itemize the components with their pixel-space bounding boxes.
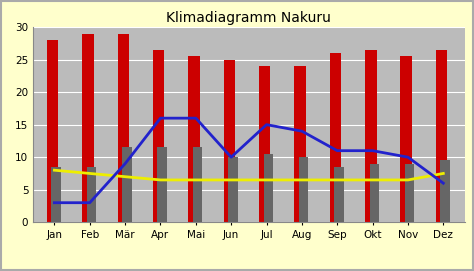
Title: Klimadiagramm Nakuru: Klimadiagramm Nakuru (166, 11, 331, 25)
Bar (330, 53, 341, 222)
Bar (153, 50, 164, 222)
Bar (264, 154, 273, 222)
Bar (401, 56, 412, 222)
Bar (436, 50, 447, 222)
Bar (440, 160, 450, 222)
Bar (228, 157, 238, 222)
Bar (47, 40, 58, 222)
Bar (370, 164, 379, 222)
Bar (334, 167, 344, 222)
Bar (122, 147, 132, 222)
Bar (188, 56, 200, 222)
Bar (224, 60, 235, 222)
Bar (157, 147, 167, 222)
Bar (87, 167, 96, 222)
Bar (82, 34, 94, 222)
Bar (118, 34, 129, 222)
Bar (193, 147, 202, 222)
Bar (259, 66, 271, 222)
Bar (405, 164, 414, 222)
Bar (51, 167, 61, 222)
Bar (365, 50, 376, 222)
Bar (294, 66, 306, 222)
Bar (299, 157, 309, 222)
